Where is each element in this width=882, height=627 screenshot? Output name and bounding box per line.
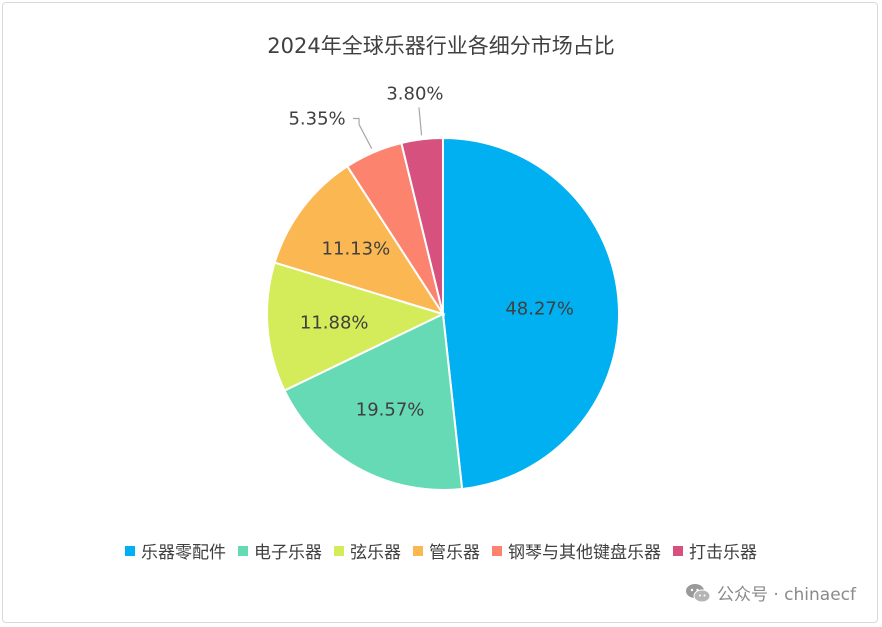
pie-slice-3 [273, 164, 446, 316]
data-label-3: 11.13% [322, 238, 391, 259]
wechat-icon [685, 583, 711, 602]
data-label-0: 48.27% [505, 299, 574, 320]
legend-item-3: 管乐器 [413, 538, 480, 563]
legend-swatch-1 [238, 545, 248, 556]
pie-slice-5 [400, 136, 444, 315]
data-label-5: 3.80% [386, 83, 443, 104]
legend-label-2: 弦乐器 [350, 543, 401, 563]
pie-slice-0 [442, 136, 620, 491]
legend-item-4: 钢琴与其他键盘乐器 [492, 538, 661, 563]
legend-label-0: 乐器零配件 [141, 543, 226, 563]
legend-label-1: 电子乐器 [254, 543, 322, 563]
data-label-4: 5.35% [288, 108, 345, 129]
legend-swatch-3 [413, 545, 423, 556]
data-label-2: 11.88% [300, 312, 369, 333]
chart-title: 2024年全球乐器行业各细分市场占比 [267, 34, 615, 58]
legend-item-5: 打击乐器 [673, 538, 757, 563]
pie-slice-1 [283, 312, 464, 491]
watermark-text: 公众号 · chinaecf [716, 585, 856, 605]
legend-swatch-0 [125, 545, 135, 556]
data-label-1: 19.57% [356, 399, 425, 420]
legend-item-0: 乐器零配件 [125, 538, 226, 563]
legend-label-5: 打击乐器 [689, 543, 757, 563]
chart-legend: 乐器零配件 电子乐器 弦乐器 管乐器 钢琴与其他键盘乐器 打击乐器 [0, 538, 882, 563]
legend-label-3: 管乐器 [429, 543, 480, 563]
legend-swatch-2 [334, 545, 344, 556]
legend-swatch-5 [673, 545, 683, 556]
watermark: 公众号 · chinaecf [685, 580, 856, 605]
leader-line-4 [353, 117, 373, 149]
legend-item-2: 弦乐器 [334, 538, 401, 563]
legend-label-4: 钢琴与其他键盘乐器 [508, 543, 661, 563]
legend-swatch-4 [492, 545, 502, 556]
legend-item-1: 电子乐器 [238, 538, 322, 563]
leader-line-5 [418, 107, 423, 136]
pie-slice-2 [266, 261, 446, 392]
